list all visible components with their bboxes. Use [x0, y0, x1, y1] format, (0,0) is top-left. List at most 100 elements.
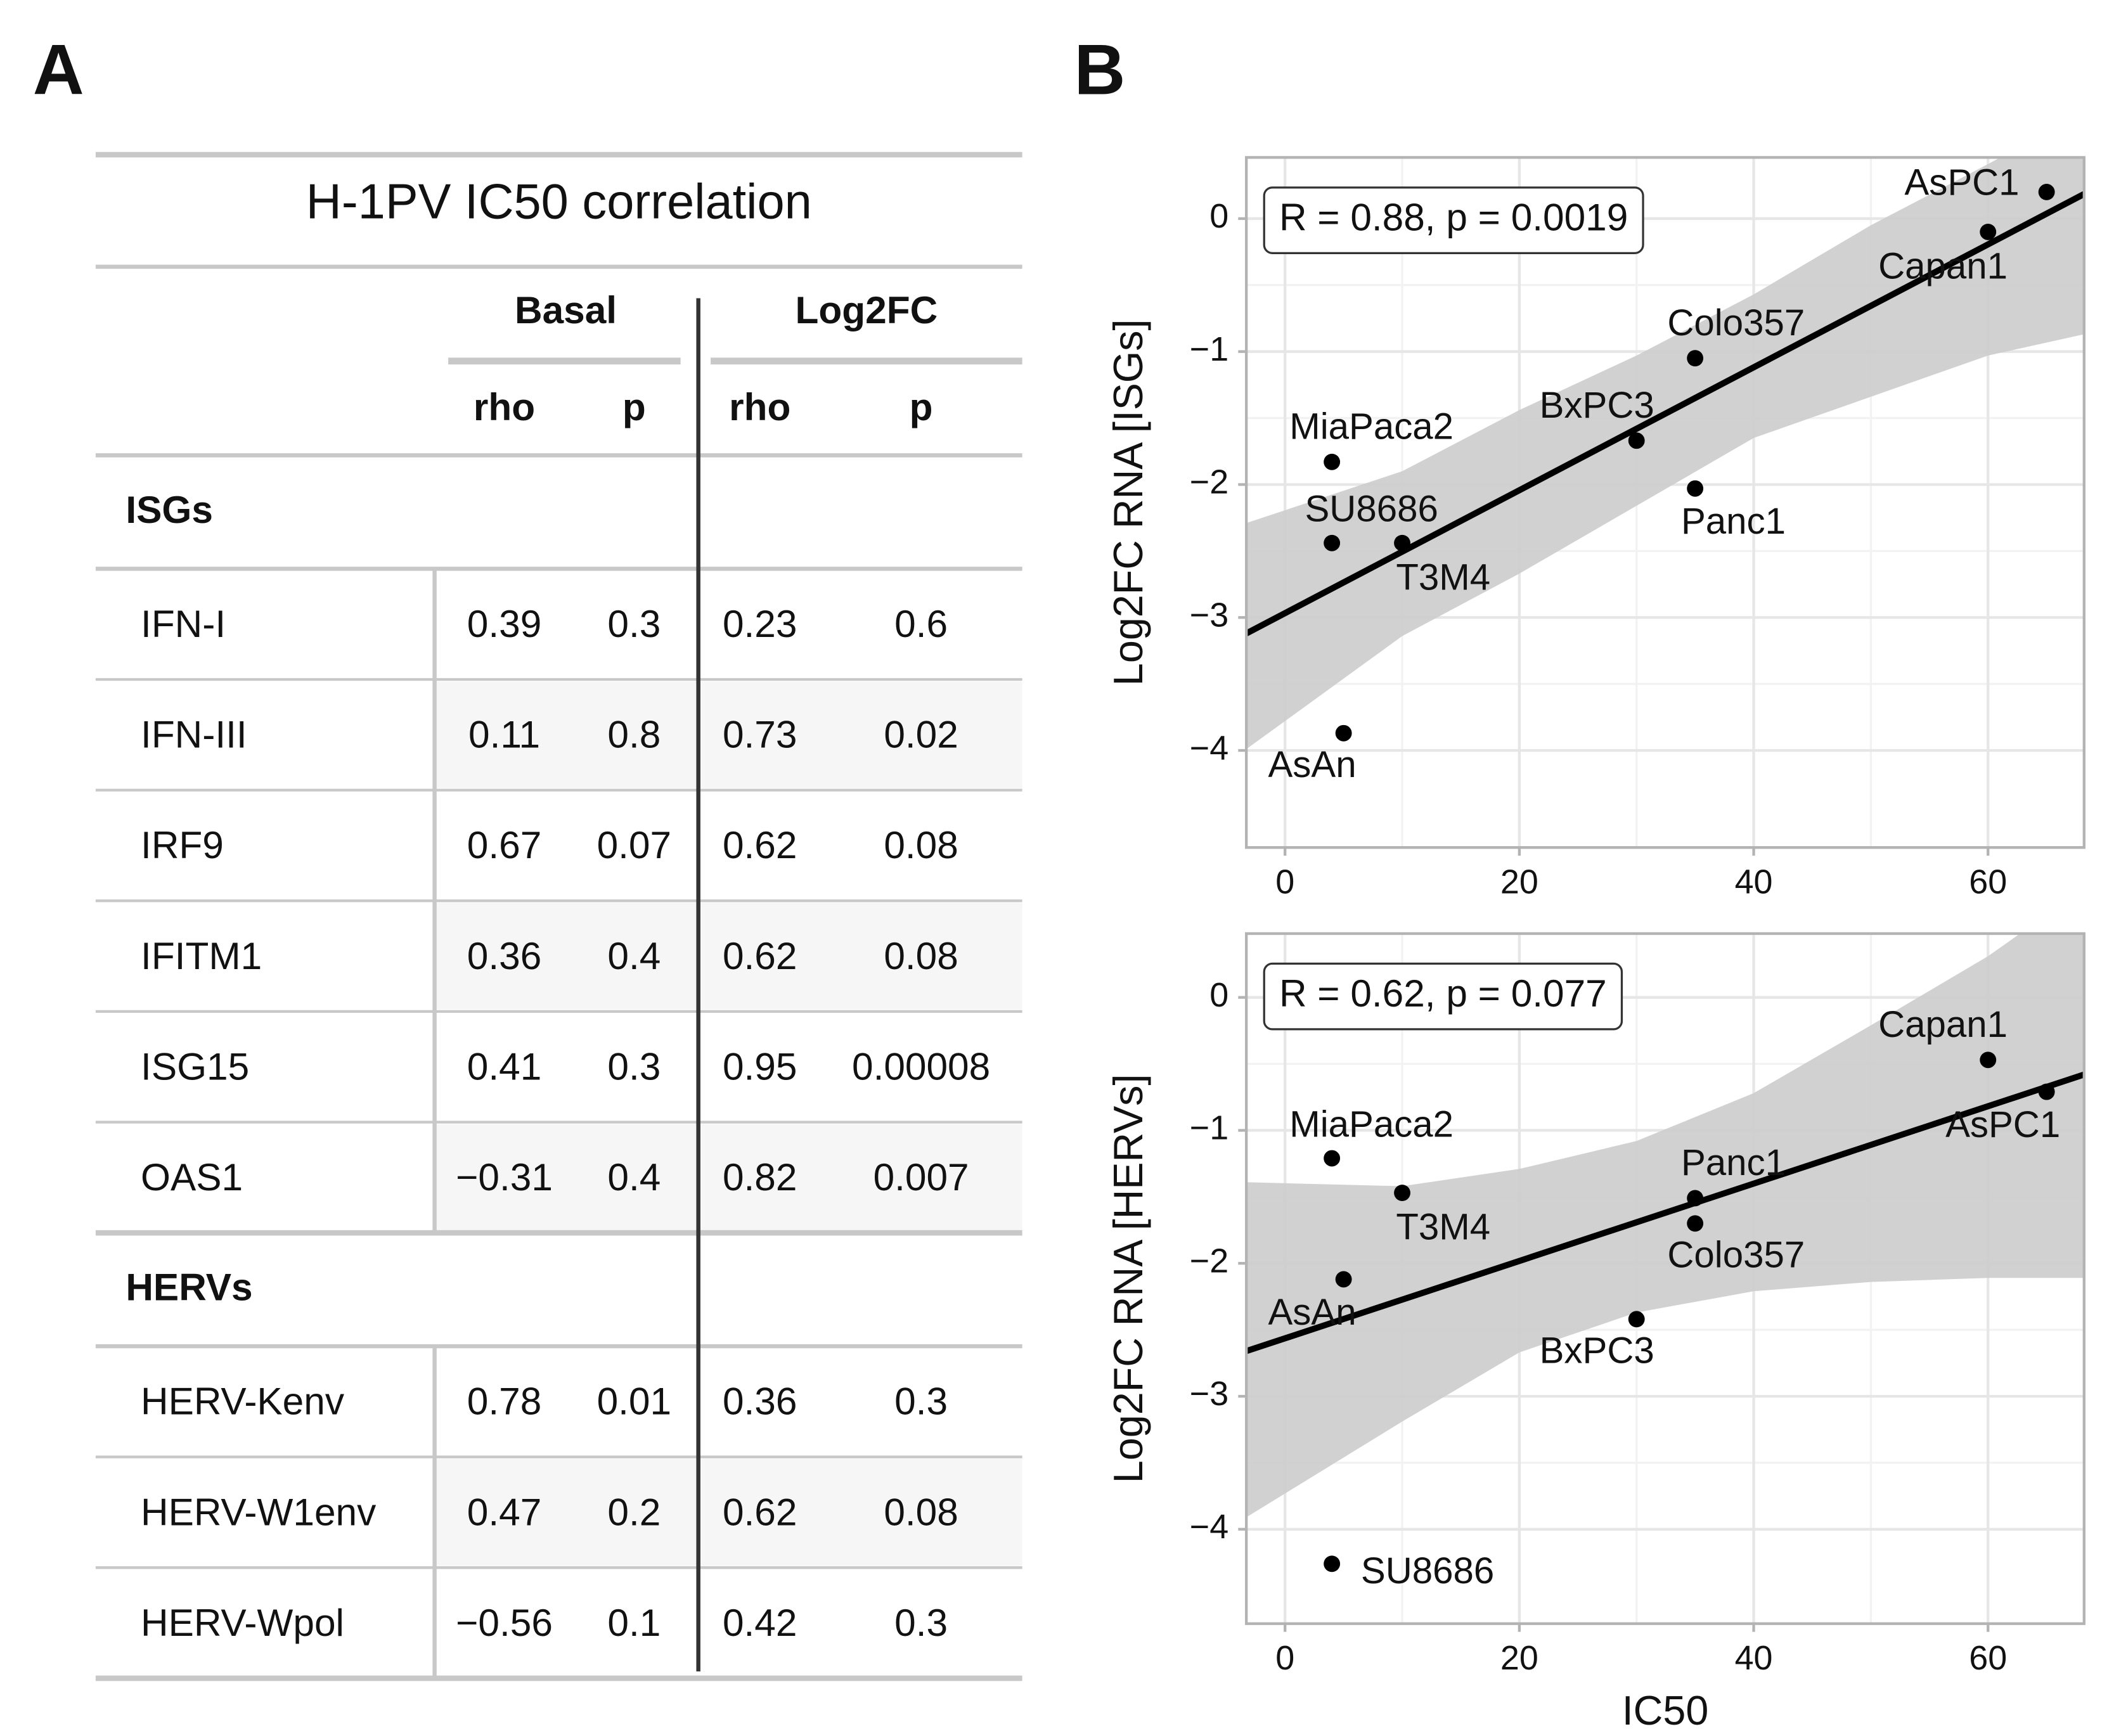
- point-label: T3M4: [1396, 556, 1490, 598]
- plot-area: [1246, 157, 2084, 749]
- y-tick-label: −2: [1190, 1242, 1228, 1280]
- x-tick-label: 0: [1275, 863, 1294, 901]
- row-name: IFN-III: [141, 713, 247, 756]
- row-name: IFITM1: [141, 934, 262, 977]
- column-header: p: [622, 385, 646, 428]
- section-header: HERVs: [126, 1266, 252, 1309]
- point: [1687, 1190, 1704, 1207]
- annotation: R = 0.62, p = 0.077: [1279, 972, 1607, 1015]
- x-tick-label: 60: [1969, 863, 2007, 901]
- confidence-band: [1246, 933, 2084, 1517]
- cell: 0.36: [467, 934, 541, 977]
- trend-line: [1246, 1071, 2084, 1354]
- cell: 0.8: [607, 713, 661, 756]
- point-label: Panc1: [1681, 501, 1786, 542]
- y-tick-label: −3: [1190, 1375, 1228, 1413]
- cell: 0.3: [607, 1045, 661, 1088]
- row-name: IRF9: [141, 823, 224, 866]
- row-shade: [434, 681, 1022, 788]
- point: [1980, 1051, 1997, 1069]
- cell: 0.08: [884, 934, 958, 977]
- cell: 0.41: [467, 1045, 541, 1088]
- column-header: p: [910, 385, 933, 428]
- point: [1687, 1215, 1704, 1232]
- point: [1394, 1185, 1410, 1201]
- point: [1335, 724, 1352, 742]
- cell: 0.4: [607, 1155, 661, 1199]
- y-tick-label: −1: [1190, 1109, 1228, 1147]
- panel-border: [1245, 932, 2086, 1625]
- x-tick-label: 40: [1735, 1639, 1773, 1677]
- row-shade: [434, 903, 1022, 1010]
- x-tick-label: 20: [1500, 863, 1538, 901]
- row-name: IFN-I: [141, 602, 226, 645]
- panel-border: [1245, 156, 2086, 849]
- y-tick-label: −4: [1190, 729, 1228, 767]
- y-tick-label: 0: [1209, 976, 1228, 1014]
- x-tick-label: 0: [1275, 1639, 1294, 1677]
- y-axis-label: Log2FC RNA [HERVs]: [1105, 1074, 1151, 1484]
- cell: 0.62: [723, 1490, 797, 1533]
- point-label: BxPC3: [1540, 1330, 1654, 1372]
- cell: 0.11: [468, 713, 540, 756]
- point: [1980, 223, 1997, 240]
- panel-label: A: [33, 30, 84, 110]
- point-label: SU8686: [1305, 489, 1438, 530]
- cell: 0.39: [467, 602, 541, 645]
- group-header: Log2FC: [796, 288, 938, 331]
- row-name: OAS1: [141, 1155, 243, 1199]
- y-tick-label: 0: [1209, 197, 1228, 235]
- row-name: ISG15: [141, 1045, 249, 1088]
- charts: AsPC1 Capan1 Colo357 BxPC3 Panc1 MiaPaca2 SU86…: [1105, 156, 2086, 1733]
- point-label: AsPC1: [1904, 162, 2019, 203]
- point-label: T3M4: [1396, 1207, 1490, 1248]
- point-label: Capan1: [1878, 245, 2008, 286]
- cell: 0.02: [884, 713, 958, 756]
- section-header: ISGs: [126, 488, 213, 531]
- cell: 0.62: [723, 934, 797, 977]
- point: [1687, 350, 1704, 367]
- y-axis-label: Log2FC RNA [ISGs]: [1105, 319, 1151, 686]
- point-label: MiaPaca2: [1289, 406, 1454, 447]
- cell: 0.00008: [852, 1045, 990, 1088]
- cell: 0.82: [723, 1155, 797, 1199]
- x-tick-label: 40: [1735, 863, 1773, 901]
- cell: 0.6: [894, 602, 948, 645]
- point: [1394, 534, 1410, 551]
- table-title: H-1PV IC50 correlation: [306, 174, 812, 229]
- point: [1324, 1150, 1341, 1167]
- annotation-box: [1263, 186, 1644, 254]
- point: [1628, 1311, 1645, 1328]
- x-axis-label: IC50: [1622, 1687, 1709, 1733]
- point: [1324, 1555, 1341, 1572]
- row-shade: [434, 1458, 1022, 1566]
- cell: 0.1: [607, 1601, 661, 1644]
- annotation: R = 0.88, p = 0.0019: [1279, 196, 1628, 239]
- plot-area: [1246, 933, 2084, 1517]
- cell: 0.95: [723, 1045, 797, 1088]
- cell: 0.3: [894, 1380, 948, 1423]
- cell: 0.01: [597, 1380, 671, 1423]
- point: [1324, 453, 1341, 470]
- point-label: AsAn: [1268, 744, 1356, 785]
- point-label: BxPC3: [1540, 385, 1654, 426]
- cell: 0.67: [467, 823, 541, 866]
- cell: 0.2: [607, 1490, 661, 1533]
- cell: 0.42: [723, 1601, 797, 1644]
- point-label: SU8686: [1361, 1550, 1494, 1591]
- cell: 0.73: [723, 713, 797, 756]
- scatter-chart: Capan1 AsPC1 MiaPaca2 T3M4 Panc1 Colo357 AsAn B…: [1105, 932, 2086, 1733]
- y-tick-label: −4: [1190, 1508, 1228, 1546]
- row-shade: [434, 1124, 1022, 1231]
- point: [2038, 1083, 2055, 1100]
- cell: 0.08: [884, 1490, 958, 1533]
- cell: 0.36: [723, 1380, 797, 1423]
- cell: −0.31: [456, 1155, 553, 1199]
- point-label: Colo357: [1667, 302, 1805, 344]
- point: [2038, 184, 2055, 200]
- point: [1628, 432, 1645, 449]
- cell: 0.007: [874, 1155, 969, 1199]
- panel-label: B: [1074, 30, 1126, 110]
- column-header: rho: [474, 385, 535, 428]
